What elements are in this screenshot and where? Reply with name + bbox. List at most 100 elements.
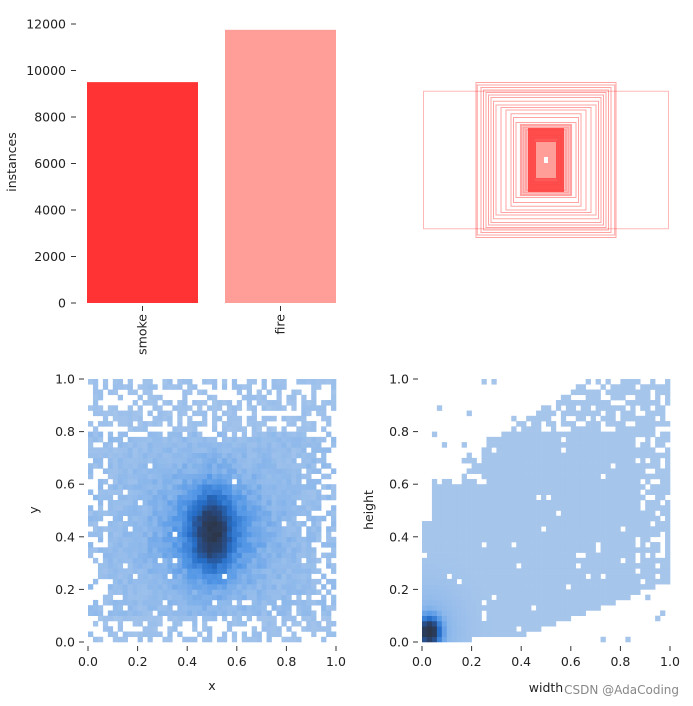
wh-heatmap-cell (431, 489, 438, 496)
wh-heatmap-cell (620, 536, 626, 543)
xy-heatmap-cell (286, 563, 292, 569)
wh-heatmap-cell (640, 452, 646, 459)
wh-heatmap-cell (422, 521, 428, 527)
xy-heatmap-cell (256, 542, 262, 548)
wh-heatmap-cell (565, 615, 572, 622)
wh-heatmap-cell (496, 599, 502, 606)
wh-heatmap-cell (655, 468, 661, 474)
wh-heatmap-cell (511, 584, 517, 590)
wh-heatmap-cell (546, 573, 552, 580)
xy-heatmap-cell (97, 499, 104, 506)
wh-heatmap-cell (476, 589, 482, 595)
wh-heatmap-cell (660, 431, 666, 438)
wh-heatmap-cell (511, 521, 517, 527)
xy-heatmap-cell (187, 521, 193, 527)
xy-heatmap-cell (221, 478, 228, 485)
xy-heatmap-cell (281, 468, 287, 474)
xy-heatmap-cell (212, 563, 218, 569)
xy-heatmap-cell (197, 589, 203, 595)
wh-heatmap-cell (511, 442, 517, 448)
xy-heatmap-cell (132, 505, 138, 511)
xy-heatmap-cell (236, 499, 243, 506)
xy-heatmap-cell (226, 505, 233, 511)
xy-heatmap-cell (256, 510, 262, 517)
xy-heatmap-cell (112, 573, 119, 580)
xy-heatmap-cell (122, 421, 128, 427)
xy-heatmap-cell (207, 589, 213, 595)
xy-heatmap-cell (137, 426, 143, 432)
xy-heatmap-cell (172, 489, 178, 496)
wh-heatmap-cell (660, 557, 666, 564)
wh-heatmap-cell (526, 578, 532, 585)
wh-heatmap-cell (570, 478, 577, 485)
overlay-box (495, 104, 597, 216)
wh-heatmap-cell (550, 557, 557, 564)
wh-heatmap-cell (565, 521, 572, 527)
wh-heatmap-cell (531, 473, 537, 480)
xy-heatmap-cell (147, 494, 153, 501)
xy-heatmap-cell (107, 463, 114, 469)
wh-heatmap-cell (615, 499, 621, 506)
xy-heatmap-cell (286, 542, 292, 548)
xy-heatmap-cell (112, 557, 119, 564)
wh-heatmap-cell (615, 394, 621, 401)
wh-heatmap-cell (471, 526, 477, 532)
xy-heatmap-cell (231, 620, 238, 627)
wh-heatmap-cell (491, 442, 497, 448)
wh-heatmap-cell (516, 473, 522, 480)
xy-heatmap-cell (306, 536, 312, 543)
wh-heatmap-cell (496, 584, 502, 590)
xy-heatmap-cell (112, 499, 119, 506)
wh-heatmap-cell (471, 521, 477, 527)
xy-heatmap-cell (221, 410, 228, 417)
xy-heatmap-cell (117, 394, 124, 401)
wh-heatmap-cell (506, 473, 512, 480)
wh-heatmap-cell (491, 620, 497, 627)
wh-heatmap-cell (441, 494, 448, 501)
wh-heatmap-cell (546, 478, 552, 485)
wh-heatmap-cell (531, 610, 537, 616)
xy-heatmap-cell (251, 405, 257, 411)
wh-heatmap-cell (461, 510, 467, 517)
xy-heatmap-cell (97, 568, 104, 574)
xy-heatmap-cell (132, 589, 138, 595)
xy-heatmap-cell (147, 615, 153, 622)
wh-heatmap-cell (466, 484, 472, 490)
wh-heatmap-cell (426, 568, 433, 574)
bar-y-tick-label: 8000 (34, 110, 66, 125)
wh-heatmap-cell (471, 620, 477, 627)
xy-heatmap-cell (246, 452, 252, 459)
wh-heatmap-cell (531, 515, 537, 522)
wh-heatmap-cell (511, 563, 517, 569)
wh-heatmap-cell (630, 484, 636, 490)
xy-heatmap-cell (266, 578, 272, 585)
xy-heatmap-cell (216, 515, 223, 522)
xy-heatmap-cell (172, 515, 178, 522)
xy-heatmap-cell (266, 484, 272, 490)
xy-heatmap-cell (147, 626, 153, 632)
xy-heatmap-cell (172, 568, 178, 574)
xy-heatmap-cell (112, 578, 119, 585)
wh-heatmap-cell (620, 426, 626, 432)
wh-heatmap-cell (521, 489, 527, 496)
wh-heatmap-cell (605, 521, 611, 527)
xy-heatmap-cell (88, 436, 94, 443)
xy-heatmap-cell (271, 415, 277, 422)
wh-heatmap-cell (546, 463, 552, 469)
xy-heatmap-cell (321, 410, 327, 417)
wh-heatmap-cell (570, 542, 577, 548)
xy-heatmap-cell (311, 578, 317, 585)
xy-heatmap-cell (112, 599, 119, 606)
xy-heatmap-cell (251, 415, 257, 422)
wh-heatmap-cell (655, 463, 661, 469)
wh-heatmap-cell (511, 589, 517, 595)
xy-heatmap-cell (122, 526, 128, 532)
xy-heatmap-cell (301, 394, 307, 401)
wh-heatmap-cell (570, 494, 577, 501)
wh-heatmap-cell (640, 468, 646, 474)
xy-heatmap-cell (152, 526, 158, 532)
wh-heatmap-cell (555, 584, 562, 590)
xy-heatmap-cell (231, 484, 238, 490)
xy-heatmap-cell (177, 531, 183, 538)
